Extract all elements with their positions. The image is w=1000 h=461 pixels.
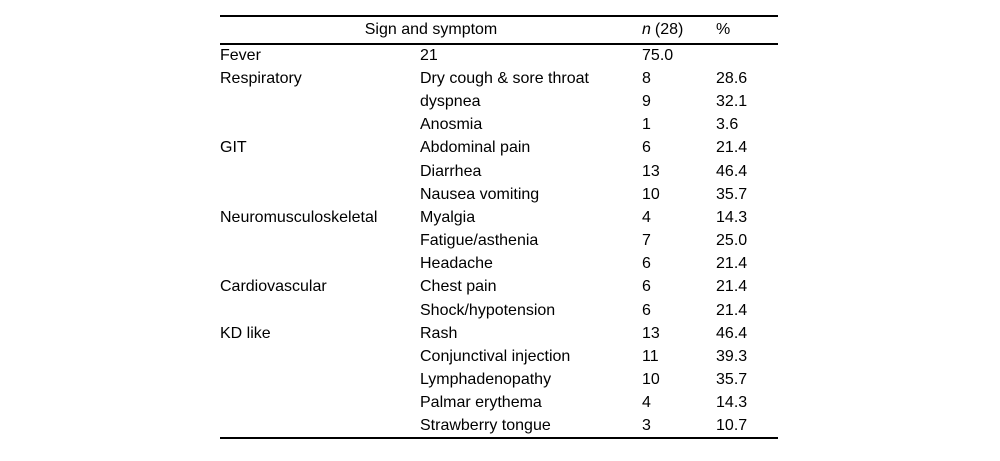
table-row: Nausea vomiting 10 35.7 [220,183,778,206]
table-header-row: Sign and symptom n (28) % [220,16,779,45]
symptom-cell: Abdominal pain [420,139,531,157]
category-cell [220,253,420,276]
symptom-cell: Conjunctival injection [420,348,571,366]
n-value-cell: 6 [642,255,651,273]
table-row: Palmar erythema 4 14.3 [220,392,778,415]
percent-value-cell: 3.6 [716,116,739,134]
table-row: Fever 21 75.0 [220,44,778,67]
percent-value-cell: 46.4 [716,324,748,342]
percent-value-cell: 35.7 [716,371,748,389]
table-row: dyspnea 9 32.1 [220,90,778,113]
n-value-cell: 75.0 [642,47,674,65]
n-value-cell: 10 [642,371,660,389]
symptom-cell: Fatigue/asthenia [420,232,539,250]
symptom-cell: Strawberry tongue [420,417,551,435]
symptom-cell: Anosmia [420,116,483,134]
header-n-count: n (28) [642,16,717,45]
table-header: Sign and symptom n (28) % [220,16,779,45]
symptom-cell: 21 [420,47,438,65]
symptoms-table-container: Sign and symptom n (28) % Fever 21 75.0 Resp… [220,15,779,440]
percent-value-cell: 21.4 [716,139,748,157]
percent-value-cell: 46.4 [716,162,748,180]
symptom-cell: Headache [420,255,493,273]
n-value-cell: 4 [642,394,651,412]
category-cell [220,369,420,392]
category-cell [220,230,420,253]
percent-value-cell: 39.3 [716,348,748,366]
header-percent: % [716,16,779,45]
symptom-cell: Palmar erythema [420,394,542,412]
table-body: Fever 21 75.0 Respiratory Dry cough & sore t… [220,44,778,438]
n-value-cell: 6 [642,139,651,157]
n-value-cell: 13 [642,324,660,342]
table-row: KD like Rash 13 46.4 [220,322,778,345]
symptom-cell: Dry cough & sore throat [420,69,589,87]
symptom-cell: Diarrhea [420,162,482,180]
category-cell: Respiratory [220,69,302,87]
symptom-cell: Nausea vomiting [420,185,540,203]
n-value-cell: 7 [642,232,651,250]
header-n-label: n [642,21,651,38]
n-value-cell: 3 [642,417,651,435]
symptom-cell: Lymphadenopathy [420,371,552,389]
category-cell [220,114,420,137]
category-cell [220,345,420,368]
symptom-cell: Chest pain [420,278,497,296]
category-cell [220,299,420,322]
table-row: Diarrhea 13 46.4 [220,160,778,183]
percent-value-cell: 21.4 [716,301,748,319]
category-cell [220,183,420,206]
n-value-cell: 6 [642,301,651,319]
n-value-cell: 9 [642,92,651,110]
header-n-total: (28) [654,21,684,38]
percent-value-cell: 32.1 [716,92,748,110]
n-value-cell: 13 [642,162,660,180]
table-row: Respiratory Dry cough & sore throat 8 28.6 [220,67,778,90]
table-row: Strawberry tongue 3 10.7 [220,415,778,438]
percent-value-cell: 21.4 [716,255,748,273]
category-cell [220,392,420,415]
percent-value-cell: 14.3 [716,394,748,412]
n-value-cell: 8 [642,69,651,87]
category-cell: KD like [220,324,271,342]
table-row: Lymphadenopathy 10 35.7 [220,369,778,392]
category-cell [220,90,420,113]
symptoms-table: Sign and symptom n (28) % Fever 21 75.0 Resp… [220,15,779,440]
table-row: Fatigue/asthenia 7 25.0 [220,230,778,253]
table-row: GIT Abdominal pain 6 21.4 [220,137,778,160]
header-sign-and-symptom: Sign and symptom [220,16,643,45]
table-row: Cardiovascular Chest pain 6 21.4 [220,276,778,299]
table-row: Neuromusculoskeletal Myalgia 4 14.3 [220,206,778,229]
table-row: Shock/hypotension 6 21.4 [220,299,778,322]
n-value-cell: 1 [642,116,651,134]
percent-value-cell: 21.4 [716,278,748,296]
category-cell: Fever [220,47,261,65]
n-value-cell: 4 [642,208,651,226]
table-row: Conjunctival injection 11 39.3 [220,345,778,368]
category-cell: Neuromusculoskeletal [220,208,378,226]
symptom-cell: dyspnea [420,92,481,110]
table-row: Headache 6 21.4 [220,253,778,276]
symptom-cell: Shock/hypotension [420,301,556,319]
category-cell: GIT [220,139,247,157]
symptom-cell: Rash [420,324,458,342]
percent-value-cell: 10.7 [716,417,748,435]
category-cell [220,415,420,438]
category-cell [220,160,420,183]
percent-value-cell: 35.7 [716,185,748,203]
percent-value-cell: 28.6 [716,69,748,87]
n-value-cell: 10 [642,185,660,203]
percent-value-cell: 25.0 [716,232,748,250]
symptom-cell: Myalgia [420,208,476,226]
n-value-cell: 6 [642,278,651,296]
table-row: Anosmia 1 3.6 [220,114,778,137]
category-cell: Cardiovascular [220,278,327,296]
percent-value-cell [716,44,778,67]
n-value-cell: 11 [642,348,659,366]
percent-value-cell: 14.3 [716,208,748,226]
